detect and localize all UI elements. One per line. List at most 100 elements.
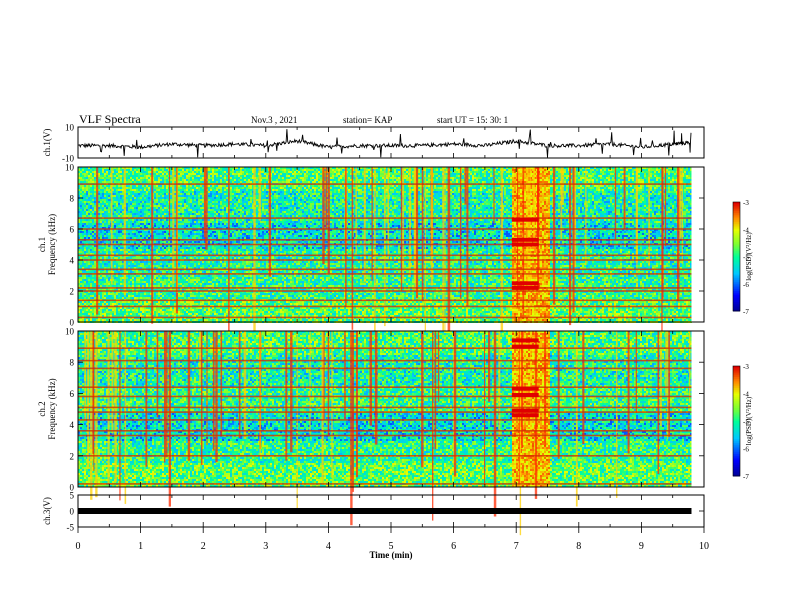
ch1-waveform-panel: 10-10ch.1(V)	[42, 123, 704, 164]
ch1-spec-cell	[164, 169, 166, 171]
ch1-spec-cell	[256, 171, 258, 173]
ch1-spec-cell	[162, 171, 164, 173]
ch1-spec-cell	[418, 169, 420, 171]
ch1-spec-cell	[170, 171, 172, 173]
ch1-spec-cell	[594, 169, 596, 171]
ch1-spec-cell	[282, 169, 284, 171]
ch1-spec-cell	[186, 171, 188, 173]
ch1-spec-cell	[128, 171, 130, 173]
ch1-spec-cell	[184, 169, 186, 171]
ch1-spec-cell	[184, 171, 186, 173]
ch1-spec-cell	[220, 171, 222, 173]
ch1-spec-cell	[580, 169, 582, 171]
ch1-spec-cell	[376, 169, 378, 171]
ch1-spec-cell	[276, 169, 278, 171]
ch1-spec-cell	[136, 169, 138, 171]
ch1-spec-cell	[80, 171, 82, 173]
ch1-spec-cell	[544, 169, 546, 171]
ch1-spec-cell	[486, 169, 488, 171]
ch1-spec-cell	[232, 169, 234, 171]
ch1-spec-cell	[246, 171, 248, 173]
ch1-spec-cell	[194, 169, 196, 171]
ch1-spec-cell	[160, 171, 162, 173]
ch1-spec-cell	[318, 169, 320, 171]
ch1-spec-cell	[688, 169, 690, 171]
ch1-spec-cell	[130, 169, 132, 171]
ch1-spec-cell	[618, 169, 620, 171]
ch1-spec-cell	[360, 169, 362, 171]
ch1-spec-cell	[540, 169, 542, 171]
ch1-spec-cell	[278, 171, 280, 173]
ch1-spec-cell	[146, 169, 148, 171]
ch1-spec-cell	[600, 169, 602, 171]
ch1-spec-cell	[240, 171, 242, 173]
ch1-spec-cell	[102, 171, 104, 173]
ch1-spec-cell	[116, 169, 118, 171]
ch1-spec-cell	[250, 169, 252, 171]
ch1-spec-cell	[196, 169, 198, 171]
ch1-spec-cell	[470, 169, 472, 171]
ch1-spec-cell	[190, 169, 192, 171]
ch1-spec-cell	[192, 171, 194, 173]
ch1-spec-cell	[286, 169, 288, 171]
ch1-spec-cell	[314, 169, 316, 171]
ch1-spec-cell	[106, 171, 108, 173]
ch1-spec-cell	[638, 169, 640, 171]
ch1-spec-cell	[462, 169, 464, 171]
ch1-spec-cell	[298, 171, 300, 173]
ch1-spec-cell	[556, 169, 558, 171]
ch1-spec-cell	[210, 171, 212, 173]
ch1-spec-cell	[320, 169, 322, 171]
ch1-y-label: ch.1(V)	[42, 129, 52, 157]
ch1-spec-cell	[382, 169, 384, 171]
ch1-spec-cell	[316, 169, 318, 171]
ch1-spec-cell	[230, 169, 232, 171]
ch1-spec-cell	[222, 171, 224, 173]
ch1-spec-cell	[236, 169, 238, 171]
ch1-spec-cell	[162, 169, 164, 171]
ch1-spec-cell	[292, 171, 294, 173]
ch1-spec-cell	[154, 169, 156, 171]
ch1-spec-cell	[508, 169, 510, 171]
ch1-spec-cell	[250, 171, 252, 173]
ch1-spec-cell	[92, 171, 94, 173]
ch1-spec-cell	[598, 169, 600, 171]
ch1-spec-cell	[90, 169, 92, 171]
ch1-spec-cell	[212, 171, 214, 173]
ch1-spec-cell	[456, 169, 458, 171]
ch1-spec-cell	[136, 171, 138, 173]
ch1-spec-cell	[488, 169, 490, 171]
ch1-spec-cell	[80, 169, 82, 171]
ch1-spec-cell	[626, 169, 628, 171]
ch1-spec-cell	[296, 171, 298, 173]
ch1-spec-cell	[288, 169, 290, 171]
ch1-spec-cell	[304, 171, 306, 173]
ch1-spec-cell	[214, 171, 216, 173]
ch1-spec-cell	[474, 169, 476, 171]
ch1-spec-cell	[132, 169, 134, 171]
ch1-spec-cell	[440, 169, 442, 171]
ch1-spec-cell	[292, 169, 294, 171]
ch1-spec-cell	[126, 171, 128, 173]
ch1-spec-cell	[100, 171, 102, 173]
ch1-spec-cell	[284, 171, 286, 173]
ch1-spec-cell	[512, 169, 514, 171]
ch1-spec-cell	[582, 169, 584, 171]
ch1-spec-cell	[342, 169, 344, 171]
vlf-spectra-figure: 10-10ch.1(V) 0246810ch.1 Frequency (kHz) …	[0, 0, 792, 612]
ch1-spec-cell	[190, 171, 192, 173]
ch1-spec-cell	[294, 171, 296, 173]
ch1-spec-cell	[404, 169, 406, 171]
ch1-spec-cell	[222, 169, 224, 171]
ch1-spec-cell	[272, 171, 274, 173]
ch1-spec-cell	[666, 169, 668, 171]
ch1-spec-cell	[198, 169, 200, 171]
ch1-spec-cell	[434, 169, 436, 171]
ch1-spec-cell	[200, 169, 202, 171]
ch1-spec-cell	[116, 171, 118, 173]
ch1-spec-cell	[284, 169, 286, 171]
ch1-spec-cell	[156, 171, 158, 173]
ch1-spec-cell	[668, 169, 670, 171]
ch1-spec-cell	[118, 169, 120, 171]
ch1-spec-cell	[280, 169, 282, 171]
